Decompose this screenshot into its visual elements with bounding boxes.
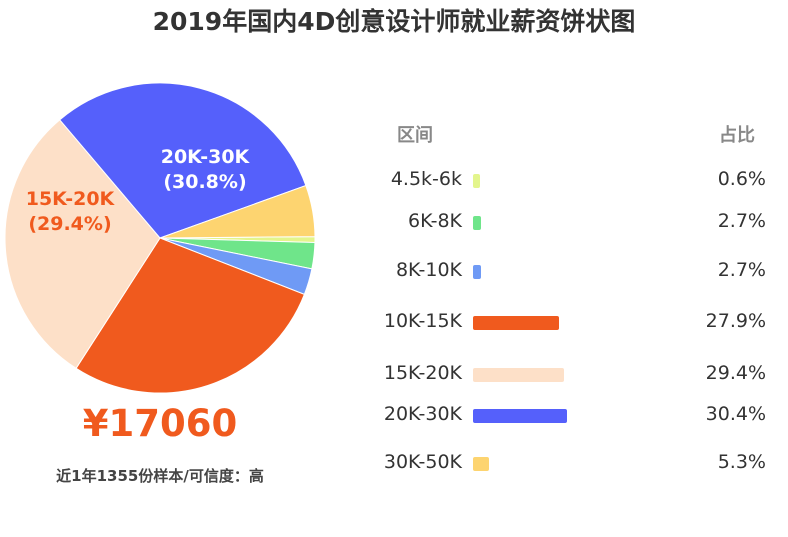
legend-pct-8k-10k: 2.7%	[717, 259, 766, 281]
legend-range-4.5k-6k: 4.5k-6k	[390, 168, 462, 190]
pie-label-15k-20k-range: 15K-20K	[25, 188, 115, 210]
legend-range-15k-20k: 15K-20K	[383, 362, 462, 384]
legend-bar-4.5k-6k	[473, 174, 480, 188]
pie-slice-15k-20k	[4, 119, 161, 370]
chart-title: 2019年国内4D创意设计师就业薪资饼状图	[152, 7, 636, 36]
legend-range-10k-15k: 10K-15K	[383, 310, 462, 332]
legend-bar-8k-10k	[473, 265, 482, 279]
legend-bar-15k-20k	[473, 368, 564, 382]
legend-pct-10k-15k: 27.9%	[705, 310, 766, 332]
legend-bar-6k-8k	[473, 216, 482, 230]
pie-label-15k-20k: 15K-20K (29.4%)	[10, 187, 130, 237]
legend-pct-30k-50k: 5.3%	[717, 451, 766, 473]
legend-pct-6k-8k: 2.7%	[717, 210, 766, 232]
legend-header-share: 占比	[719, 125, 755, 146]
legend-header-range: 区间	[397, 125, 433, 146]
legend-pct-20k-30k: 30.4%	[705, 403, 766, 425]
legend-bar-30k-50k	[473, 457, 490, 471]
sample-note: 近1年1355份样本/可信度：高	[56, 467, 264, 485]
legend-range-8k-10k: 8K-10K	[395, 259, 462, 281]
pie-slice-20k-30k	[59, 82, 307, 239]
legend-range-6k-8k: 6K-8K	[408, 210, 462, 232]
legend-bar-10k-15k	[473, 316, 560, 330]
legend-range-20k-30k: 20K-30K	[383, 403, 462, 425]
legend-pct-15k-20k: 29.4%	[705, 362, 766, 384]
pie-chart	[4, 82, 316, 394]
pie-slice-30k-50k	[159, 184, 316, 239]
legend-pct-4.5k-6k: 0.6%	[717, 168, 766, 190]
average-salary: ¥17060	[82, 402, 238, 445]
pie-label-20k-30k-pct: (30.8%)	[163, 171, 247, 193]
pie-label-15k-20k-pct: (29.4%)	[28, 213, 112, 235]
pie-label-20k-30k: 20K-30K (30.8%)	[140, 145, 270, 195]
legend-bar-20k-30k	[473, 409, 567, 423]
pie-slice-10k-15k	[75, 237, 306, 394]
pie-label-20k-30k-range: 20K-30K	[160, 146, 250, 168]
legend-range-30k-50k: 30K-50K	[383, 451, 462, 473]
